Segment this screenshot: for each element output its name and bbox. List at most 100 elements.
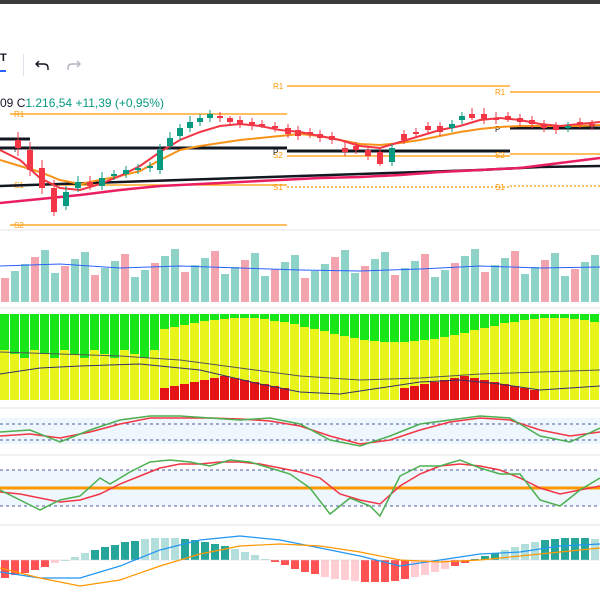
fill-bar-green <box>410 314 419 341</box>
fill-bar-yellow <box>200 321 209 380</box>
volume-bar <box>41 250 49 302</box>
macd-histogram-bar <box>381 560 389 582</box>
fill-bar-green <box>110 314 119 358</box>
trend-line-dark <box>0 363 600 395</box>
redo-button[interactable] <box>64 55 84 75</box>
fill-bar-yellow <box>440 337 449 380</box>
fill-bar-green <box>30 314 39 350</box>
fill-bar-yellow <box>190 323 199 382</box>
fill-bar-green <box>550 314 559 318</box>
candle-body <box>425 126 431 130</box>
volume-bar <box>391 275 399 302</box>
candle-body <box>39 168 45 188</box>
volume-bar <box>301 278 309 302</box>
volume-bar <box>141 270 149 302</box>
fill-bar-yellow <box>530 319 539 390</box>
volume-bar <box>161 256 169 302</box>
macd-histogram-bar <box>261 559 269 560</box>
fill-bar-green <box>430 314 439 339</box>
macd-histogram-bar <box>541 540 549 560</box>
candle-body <box>217 116 223 118</box>
fill-bar-green <box>40 314 49 354</box>
macd-histogram-bar <box>171 538 179 560</box>
fill-bar-red <box>430 382 439 400</box>
fill-bar-green <box>340 314 349 336</box>
candle-body <box>249 122 255 126</box>
macd-histogram-bar <box>361 560 369 582</box>
candle-body <box>377 152 383 164</box>
fill-bar-yellow <box>470 330 479 378</box>
volume-bar <box>231 267 239 302</box>
macd-histogram-bar <box>71 557 79 560</box>
fill-bar-green <box>390 314 399 342</box>
macd-histogram-bar <box>461 560 469 563</box>
macd-histogram-bar <box>291 560 299 569</box>
trend-line-grey <box>0 351 600 381</box>
volume-bar <box>181 272 189 302</box>
candle-body <box>123 170 129 174</box>
candle-body <box>493 118 499 120</box>
macd-histogram-bar <box>201 542 209 560</box>
fill-bar-green <box>280 314 289 322</box>
fill-bar-yellow <box>330 334 339 400</box>
candle-body <box>459 116 465 120</box>
fill-bar-yellow <box>40 354 49 400</box>
candle-body <box>342 148 348 152</box>
fill-bar-green <box>240 314 249 318</box>
fill-bar-red <box>500 384 509 400</box>
fill-bar-yellow <box>0 350 9 400</box>
fill-bar-red <box>180 384 189 400</box>
fill-bar-yellow <box>10 354 19 400</box>
volume-bar <box>121 254 129 302</box>
fill-bar-green <box>210 314 219 320</box>
macd-histogram-bar <box>251 555 259 560</box>
volume-bar <box>131 277 139 302</box>
trend-fill-indicator <box>0 314 599 400</box>
volume-bar <box>71 259 79 302</box>
volume-bar <box>151 263 159 302</box>
macd-histogram-bar <box>301 560 309 572</box>
fill-bar-green <box>530 314 539 319</box>
fill-bar-green <box>60 314 69 350</box>
fill-bar-green <box>570 314 579 319</box>
volume-bar <box>351 273 359 302</box>
pivot-label-s2: S2 <box>273 151 283 160</box>
macd-histogram-bar <box>451 560 459 566</box>
macd-histogram-bar <box>351 560 359 581</box>
pivot-p-labels: P P P <box>14 125 500 157</box>
macd-histogram-bar <box>101 547 109 560</box>
toolbar-divider <box>23 54 24 76</box>
macd-histogram-bar <box>551 539 559 560</box>
volume-bar <box>241 260 249 302</box>
undo-button[interactable] <box>32 55 52 75</box>
fill-bar-green <box>520 314 529 320</box>
candle-body <box>157 150 163 170</box>
fill-bar-green <box>0 314 9 350</box>
volume-bar <box>461 256 469 302</box>
fill-bar-yellow <box>60 350 69 400</box>
volume-bar <box>321 264 329 302</box>
volume-bar <box>551 253 559 302</box>
candle-body <box>449 124 455 128</box>
fill-bar-green <box>220 314 229 319</box>
fill-bar-green <box>330 314 339 334</box>
fill-bar-yellow <box>140 358 149 400</box>
candle-body <box>87 182 93 186</box>
fill-bar-green <box>140 314 149 358</box>
fill-bar-yellow <box>280 322 289 388</box>
pivot-label-r1: R1 <box>273 82 284 91</box>
brand-logo: T <box>0 53 7 64</box>
candle-body <box>237 120 243 124</box>
fill-bar-green <box>400 314 409 342</box>
candle-body <box>469 114 475 118</box>
oscillator-main-line <box>0 415 600 447</box>
volume-bar <box>251 253 259 302</box>
macd-histogram-bar <box>421 560 429 575</box>
volume-bar <box>491 265 499 302</box>
macd-histogram-bar <box>241 552 249 560</box>
redo-arrow-icon <box>67 60 81 70</box>
candle-body <box>295 130 301 136</box>
volume-bar <box>501 258 509 302</box>
macd-histogram-bar <box>561 538 569 560</box>
